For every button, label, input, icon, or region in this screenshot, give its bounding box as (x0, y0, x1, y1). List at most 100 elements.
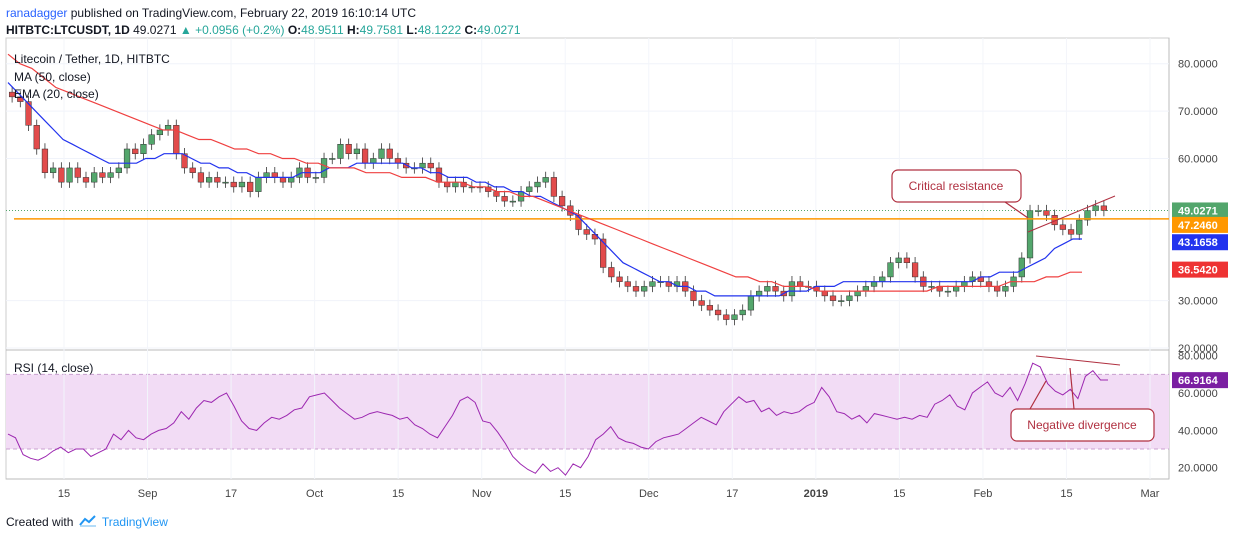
rsi-band-fill (6, 374, 1169, 450)
price-tick-label: 20.0000 (1178, 343, 1218, 355)
negative-divergence-callout: Negative divergence (1010, 367, 1155, 442)
candle-body (895, 257, 902, 263)
candle-body (66, 167, 73, 183)
candle-body (509, 200, 516, 203)
candle-body (370, 158, 377, 164)
candle-body (164, 125, 172, 131)
candle-body (378, 148, 385, 159)
candle-body (714, 309, 722, 316)
candle-body (911, 262, 919, 278)
price-badge-label-support: 47.2460 (1178, 220, 1218, 232)
candle-body (583, 229, 590, 235)
legend-ma50: MA (50, close) (14, 70, 91, 84)
rsi-tick-label: 40.0000 (1178, 425, 1218, 437)
candle-body (821, 290, 828, 297)
grid (6, 38, 1169, 479)
price-tick-label: 80.0000 (1178, 59, 1218, 71)
candle-body (1092, 205, 1099, 211)
candle-body (944, 290, 952, 293)
candle-body (74, 167, 81, 178)
time-tick-label: 15 (392, 488, 404, 500)
candle-body (862, 286, 869, 292)
price-tick-label: 60.0000 (1178, 153, 1218, 165)
candle-body (1084, 210, 1091, 221)
author-link[interactable]: ranadagger (6, 6, 68, 20)
candle-body (1043, 210, 1050, 216)
candle-body (632, 286, 640, 292)
candle-body (723, 314, 730, 320)
candle-body (33, 125, 40, 150)
candle-body (1067, 229, 1075, 235)
chart-title: Litecoin / Tether, 1D, HITBTC (14, 52, 170, 66)
candle-body (394, 158, 402, 164)
publish-info: ranadagger published on TradingView.com,… (6, 5, 416, 21)
critical-resistance-callout: Critical resistance (891, 169, 1029, 219)
candle-body (1076, 219, 1083, 235)
rsi-tick-label: 20.0000 (1178, 463, 1218, 475)
candle-body (797, 281, 804, 287)
rsi-badge-label: 66.9164 (1178, 375, 1219, 387)
ema20-line (7, 82, 1082, 297)
candle-body (222, 181, 229, 184)
candle-body (197, 172, 205, 183)
high-value: 49.7581 (359, 23, 404, 37)
candle-body (1002, 286, 1009, 292)
candle-body (879, 276, 886, 282)
candle-body (279, 177, 287, 183)
candle-body (846, 295, 853, 301)
price-tick-label: 70.0000 (1178, 106, 1218, 118)
price-badge-label-last: 49.0271 (1178, 205, 1218, 217)
candle-body (953, 286, 960, 292)
candle-body (985, 281, 993, 287)
candle-body (788, 281, 796, 297)
candle-body (493, 191, 500, 197)
candle-body (50, 167, 57, 173)
candle-body (870, 281, 878, 287)
time-tick-label: 17 (726, 488, 738, 500)
price-badge-label-ema20: 43.1658 (1178, 237, 1218, 249)
time-tick-label: Mar (1141, 488, 1160, 500)
candle-body (230, 181, 237, 188)
candle-body (214, 177, 221, 183)
price-tick-label: 30.0000 (1178, 296, 1218, 308)
candle-body (99, 172, 106, 178)
candle-body (132, 148, 139, 154)
time-tick-label: 2019 (804, 488, 828, 500)
candle-body (452, 181, 459, 188)
time-tick-label: Dec (639, 488, 659, 500)
candle-body (772, 286, 779, 292)
candle-body (238, 181, 246, 188)
time-tick-label: Nov (472, 488, 492, 500)
candle-body (928, 286, 935, 288)
candle-body (550, 177, 558, 197)
candle-body (435, 167, 443, 183)
time-tick-label: 15 (58, 488, 70, 500)
candle-body (247, 181, 254, 192)
candle-body (1026, 210, 1034, 259)
candle-body (854, 290, 861, 297)
time-tick-label: Feb (973, 488, 992, 500)
open-value: 48.9511 (301, 23, 344, 37)
low-value: 48.1222 (417, 23, 462, 37)
candle-body (444, 181, 451, 188)
price-badge-ma50 (1172, 261, 1228, 278)
price-change: ▲ +0.0956 (+0.2%) (179, 23, 285, 37)
candle-body (649, 281, 656, 287)
tradingview-brand[interactable]: TradingView (101, 515, 168, 529)
candle-body (616, 276, 623, 282)
time-tick-label: 15 (1060, 488, 1072, 500)
candle-body (575, 215, 582, 230)
candle-body (624, 281, 631, 287)
candle-body (961, 281, 968, 287)
rsi-tick-label: 60.0000 (1178, 388, 1218, 400)
candle-body (600, 238, 607, 268)
candle-body (8, 91, 16, 98)
candle-body (263, 172, 270, 178)
candle-body (181, 153, 188, 169)
candle-body (320, 158, 328, 178)
symbol-label: HITBTC:LTCUSDT, 1D (6, 23, 130, 37)
candle-body (838, 300, 845, 302)
candle-body (156, 129, 163, 136)
candle-body (608, 267, 615, 278)
